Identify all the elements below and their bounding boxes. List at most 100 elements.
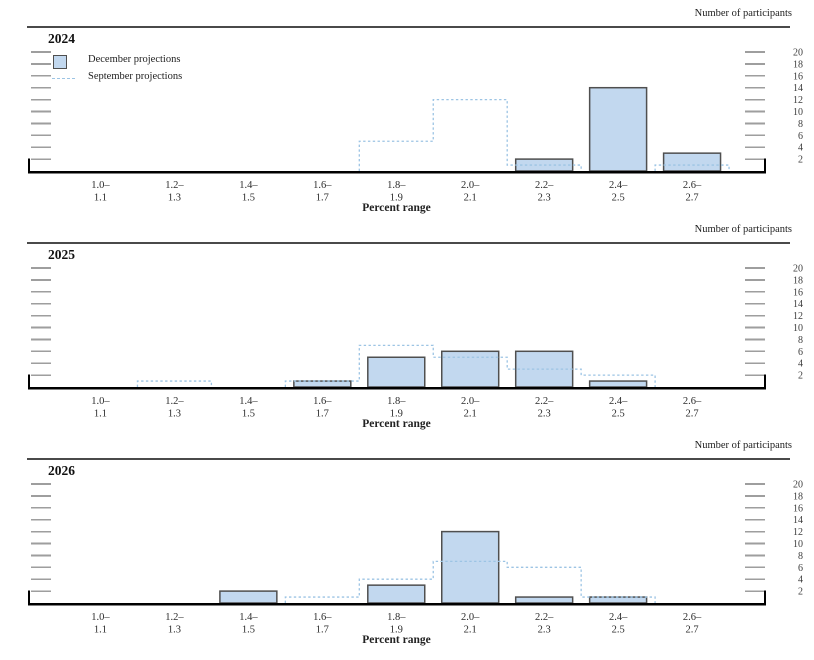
x-tick-label: 1.8– 1.9: [387, 396, 406, 420]
axis-right-stub: [764, 158, 766, 171]
x-tick-label: 1.4– 1.5: [239, 396, 258, 420]
x-tick-label: 1.2– 1.3: [165, 396, 184, 420]
september-step-line: [136, 344, 656, 387]
y-tick-label: 18: [793, 491, 803, 502]
x-axis-title: Percent range: [362, 418, 431, 430]
x-tick-label: 2.4– 2.5: [609, 612, 628, 636]
y-tick-label: 8: [798, 335, 803, 346]
x-tick-label: 1.2– 1.3: [165, 612, 184, 636]
year-label: 2024: [48, 31, 75, 46]
panel-top-rule: [27, 458, 790, 460]
december-bar: [293, 380, 352, 388]
y-tick-label: 16: [793, 503, 803, 514]
y-tick-label: 6: [798, 563, 803, 574]
x-tick-label: 2.0– 2.1: [461, 396, 480, 420]
y-tick-label: 20: [793, 264, 803, 275]
x-axis-line: [28, 171, 766, 174]
y-tick-label: 20: [793, 480, 803, 491]
x-tick-label: 1.2– 1.3: [165, 180, 184, 204]
year-label: 2026: [48, 463, 75, 478]
x-tick-label: 1.8– 1.9: [387, 180, 406, 204]
x-tick-label: 2.0– 2.1: [461, 612, 480, 636]
right-axis-title: Number of participants: [694, 224, 792, 235]
y-tick-label: 6: [798, 131, 803, 142]
x-tick-label: 1.0– 1.1: [91, 612, 110, 636]
y-tick-label: 2: [798, 587, 803, 598]
december-bar: [588, 86, 648, 172]
y-tick-label: 8: [798, 119, 803, 130]
right-axis-title: Number of participants: [694, 440, 792, 451]
x-axis-line: [28, 603, 766, 606]
y-tick-label: 4: [798, 143, 803, 154]
y-tick-label: 10: [793, 323, 803, 334]
axis-right-stub: [764, 374, 766, 387]
y-tick-label: 10: [793, 539, 803, 550]
y-tick-label: 14: [793, 515, 803, 526]
december-bar: [219, 590, 278, 604]
panel-2025: Number of participants 2025 2 4 6 8 10 12 14 16…: [0, 216, 814, 432]
december-bar: [441, 530, 500, 604]
x-axis-title: Percent range: [362, 634, 431, 646]
december-bar: [367, 356, 426, 388]
x-tick-label: 2.2– 2.3: [535, 180, 554, 204]
y-tick-label: 10: [793, 107, 803, 118]
year-label: 2025: [48, 247, 75, 262]
x-tick-label: 1.8– 1.9: [387, 612, 406, 636]
panel-2026: Number of participants 2026 2 4 6 8 10 12 14 16…: [0, 432, 814, 660]
x-tick-label: 2.4– 2.5: [609, 396, 628, 420]
x-tick-label: 2.2– 2.3: [535, 612, 554, 636]
y-tick-label: 4: [798, 575, 803, 586]
y-tick-label: 12: [793, 95, 803, 106]
x-tick-label: 1.4– 1.5: [239, 180, 258, 204]
december-bar: [514, 596, 574, 604]
december-bar: [514, 350, 574, 388]
y-tick-label: 18: [793, 275, 803, 286]
x-tick-label: 1.4– 1.5: [239, 612, 258, 636]
x-tick-label: 1.6– 1.7: [313, 396, 332, 420]
x-tick-label: 1.0– 1.1: [91, 180, 110, 204]
x-tick-label: 1.6– 1.7: [313, 612, 332, 636]
december-bar: [588, 596, 648, 604]
y-tick-label: 18: [793, 59, 803, 70]
december-bar-swatch: [53, 55, 67, 69]
panel-top-rule: [27, 242, 790, 244]
y-tick-label: 16: [793, 287, 803, 298]
x-tick-label: 2.6– 2.7: [683, 180, 702, 204]
y-tick-label: 2: [798, 371, 803, 382]
axis-left-stub: [28, 374, 30, 387]
y-tick-label: 12: [793, 527, 803, 538]
y-tick-label: 12: [793, 311, 803, 322]
x-tick-label: 2.4– 2.5: [609, 180, 628, 204]
x-axis-line: [28, 387, 766, 390]
y-tick-label: 2: [798, 155, 803, 166]
december-bar: [367, 584, 426, 604]
y-tick-label: 4: [798, 359, 803, 370]
legend-label-september: September projections: [88, 71, 183, 82]
axis-left-stub: [28, 590, 30, 603]
y-tick-label: 14: [793, 83, 803, 94]
december-bar: [441, 350, 500, 388]
axis-left-stub: [28, 158, 30, 171]
x-tick-label: 1.6– 1.7: [313, 180, 332, 204]
y-tick-label: 14: [793, 299, 803, 310]
y-tick-label: 16: [793, 71, 803, 82]
y-tick-label: 6: [798, 347, 803, 358]
axis-right-stub: [764, 590, 766, 603]
panel-top-rule: [27, 26, 790, 28]
december-bar: [662, 152, 722, 172]
right-axis-title: Number of participants: [694, 8, 792, 19]
september-step-line: [284, 560, 656, 603]
y-tick-label: 20: [793, 48, 803, 59]
september-step-line: [358, 98, 730, 171]
december-bar: [588, 380, 648, 388]
september-dash-swatch: [52, 78, 75, 79]
legend-label-december: December projections: [88, 54, 181, 65]
x-tick-label: 2.6– 2.7: [683, 612, 702, 636]
panel-2024: Number of participants 2024 December pro…: [0, 0, 814, 216]
x-tick-label: 2.6– 2.7: [683, 396, 702, 420]
x-axis-title: Percent range: [362, 202, 431, 214]
y-tick-label: 8: [798, 551, 803, 562]
